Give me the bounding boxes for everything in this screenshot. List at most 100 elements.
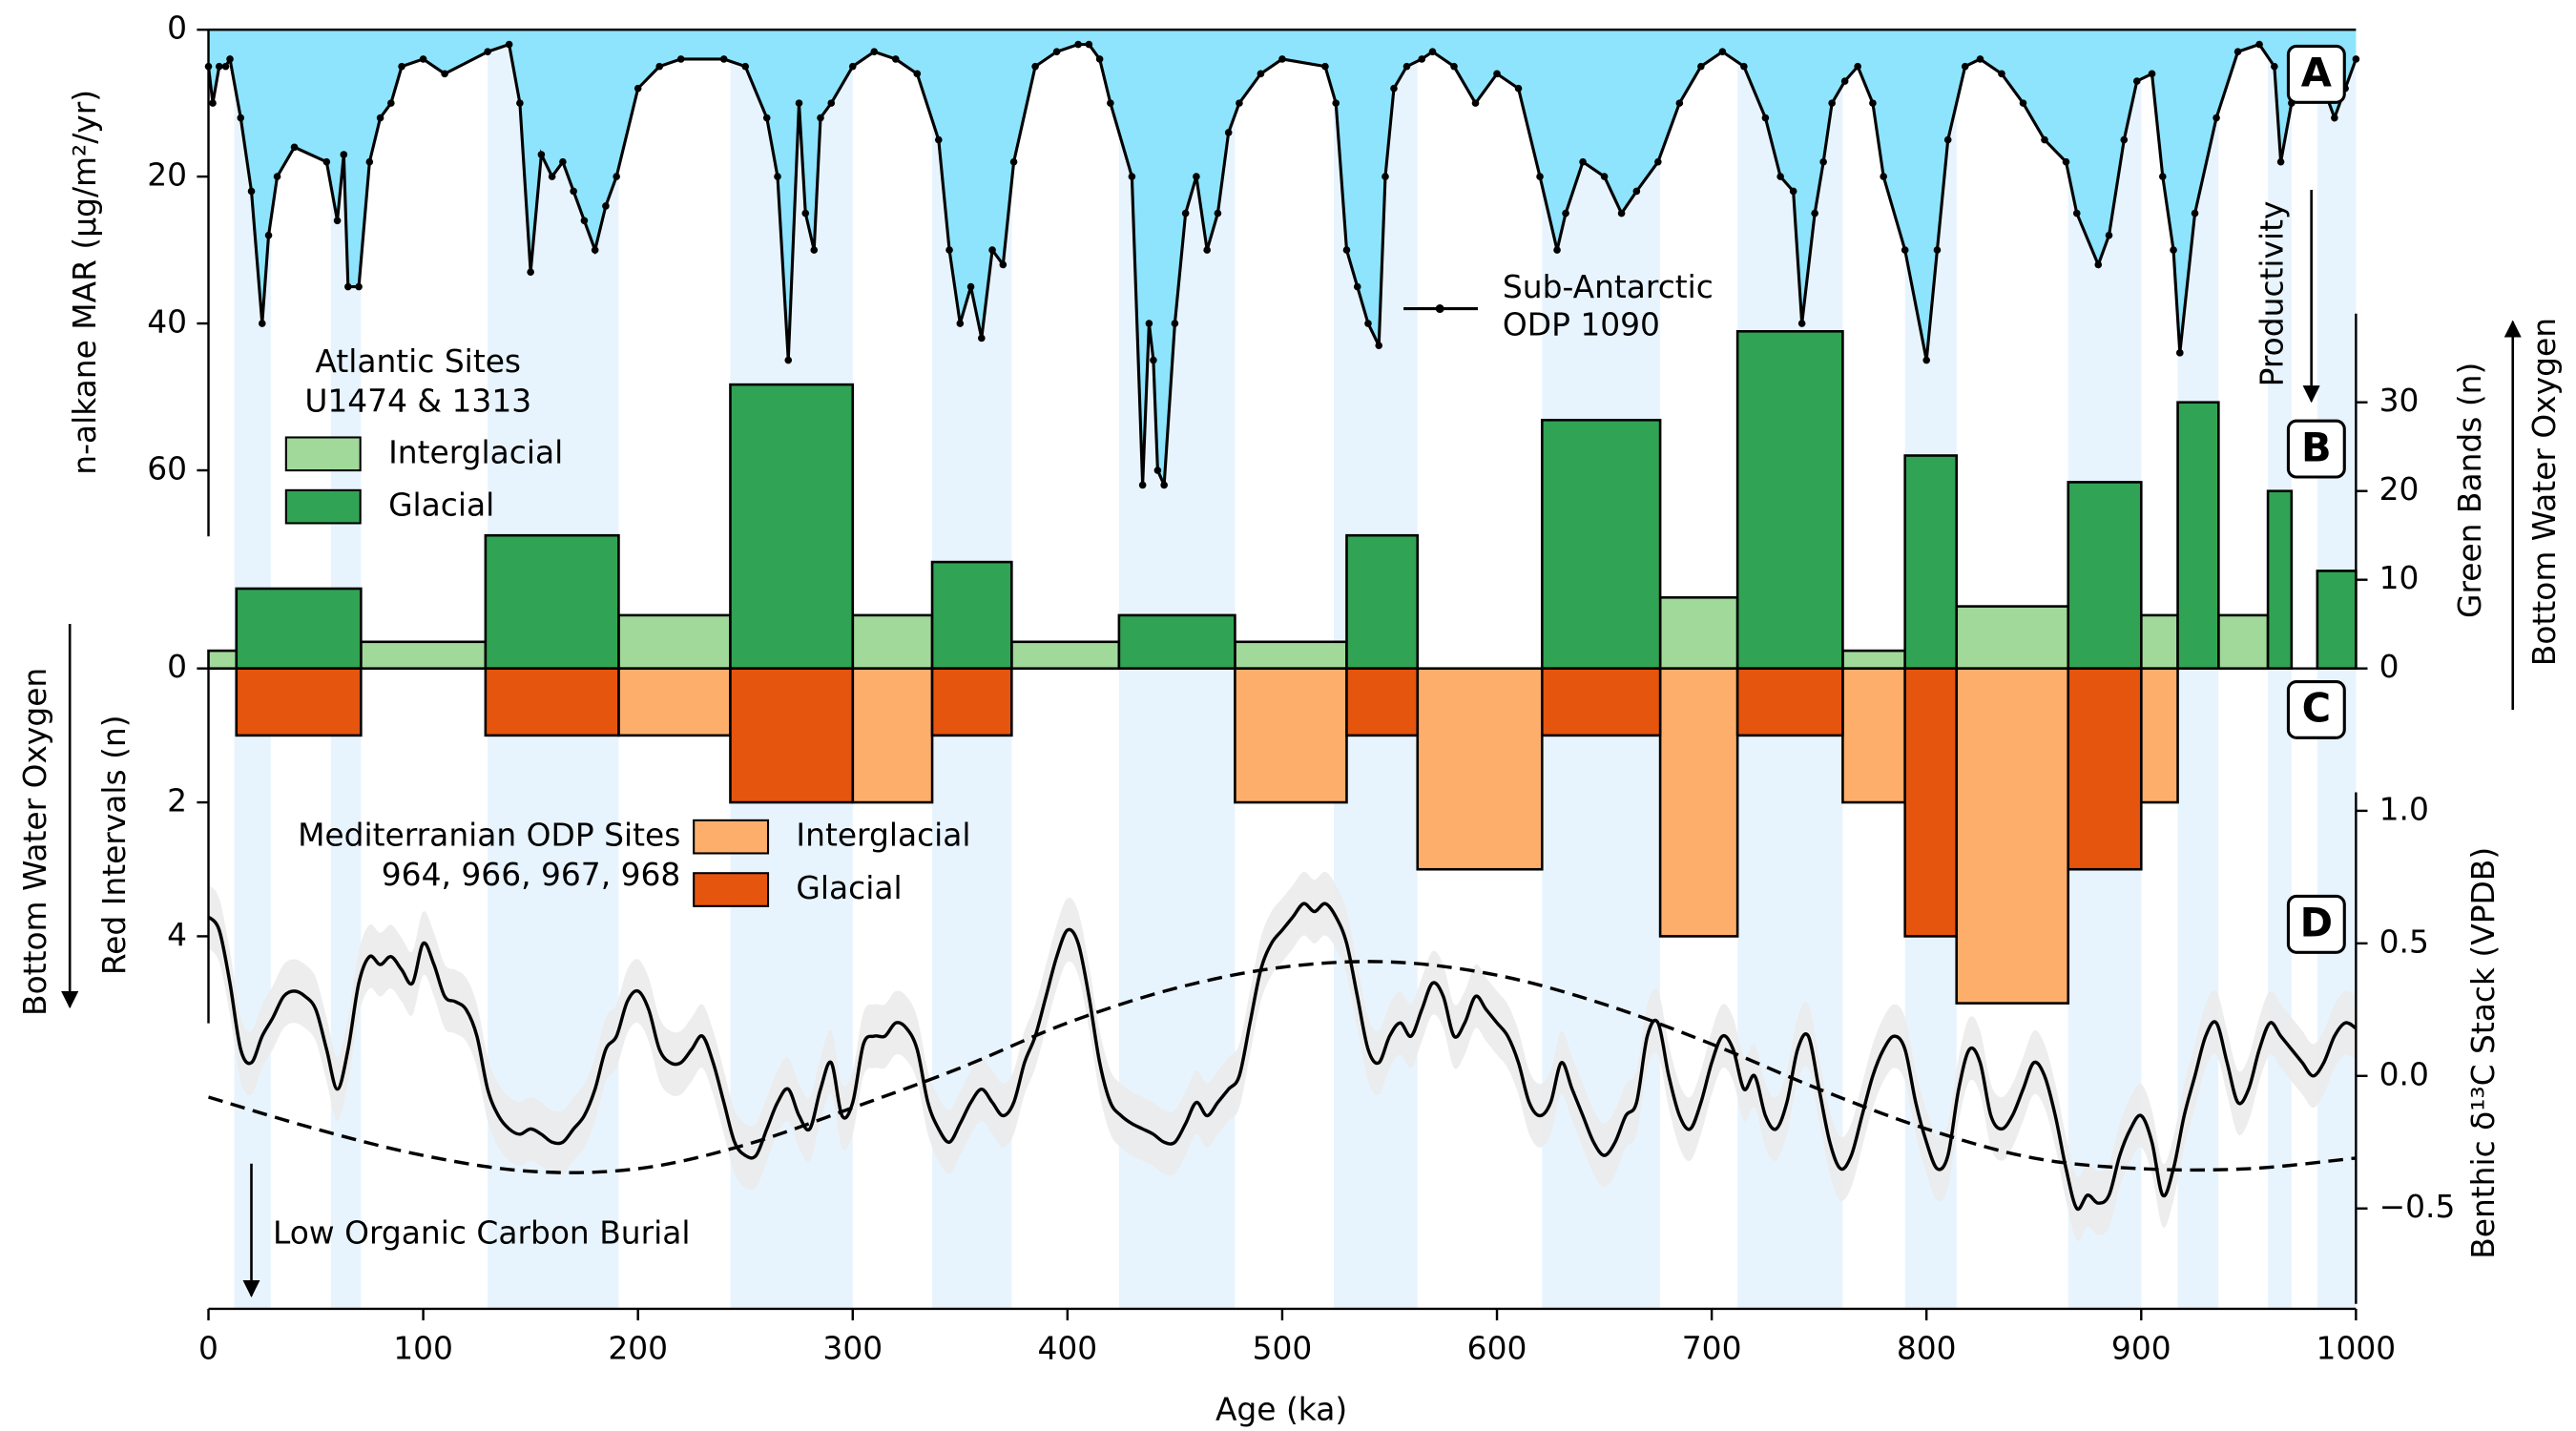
y-tick-label: 10 — [2379, 559, 2420, 596]
point — [580, 217, 589, 225]
point — [376, 114, 384, 122]
point — [258, 320, 266, 327]
point — [1224, 129, 1233, 136]
point — [398, 62, 405, 71]
bar — [2266, 489, 2294, 670]
x-tick-label: 400 — [1037, 1330, 1097, 1367]
point — [613, 173, 620, 180]
point — [978, 334, 986, 342]
point — [2271, 62, 2278, 71]
bar — [1234, 640, 1348, 670]
point — [1579, 157, 1587, 166]
x-tick-label: 700 — [1682, 1330, 1742, 1367]
bar — [1416, 667, 1544, 871]
annotation: Low Organic Carbon Burial — [273, 1214, 691, 1252]
bar — [1234, 667, 1348, 804]
x-tick-label: 600 — [1467, 1330, 1527, 1367]
bar — [617, 667, 732, 737]
point — [1342, 246, 1351, 254]
bar — [1658, 667, 1739, 938]
x-tick-label: 1000 — [2316, 1330, 2397, 1367]
y-tick-label: 0.5 — [2379, 923, 2429, 960]
y-axis-label: n-alkane MAR (μg/m²/yr) — [66, 90, 103, 475]
point — [1654, 157, 1662, 166]
point — [264, 231, 273, 239]
x-tick-label: 200 — [608, 1330, 668, 1367]
y-tick-label: −0.5 — [2379, 1188, 2456, 1225]
point — [2276, 157, 2285, 166]
bar — [729, 667, 855, 804]
panel-label-box — [2286, 419, 2346, 479]
point — [340, 151, 348, 158]
point — [1052, 48, 1061, 56]
point — [2062, 157, 2070, 166]
bar — [851, 613, 934, 670]
point — [817, 114, 824, 122]
point — [1933, 246, 1942, 254]
x-axis-label: Age (ka) — [1215, 1391, 1347, 1428]
point — [548, 173, 556, 180]
point — [1145, 320, 1153, 327]
point — [1789, 187, 1797, 196]
panel-label-box — [2286, 679, 2346, 739]
point — [1074, 40, 1082, 49]
point — [1718, 48, 1727, 56]
point — [1107, 99, 1114, 107]
point — [1031, 62, 1039, 71]
point — [810, 246, 819, 254]
y-tick-label: 0 — [167, 10, 187, 47]
bar — [207, 649, 239, 670]
legend-marker — [1435, 304, 1444, 314]
point — [1332, 99, 1340, 107]
point — [221, 62, 230, 71]
point — [1236, 99, 1243, 107]
point — [913, 70, 922, 78]
point — [591, 246, 599, 254]
point — [209, 99, 217, 107]
point — [1153, 467, 1162, 474]
point — [1828, 99, 1836, 107]
legend-label: Glacial — [796, 869, 902, 906]
legend-swatch — [284, 436, 362, 472]
bar — [2217, 613, 2270, 670]
bar — [1345, 667, 1420, 737]
point — [2352, 55, 2360, 63]
bar — [930, 560, 1013, 670]
point — [945, 246, 953, 254]
point — [2072, 209, 2081, 218]
bar — [484, 667, 620, 737]
point — [322, 157, 331, 166]
point — [1128, 173, 1136, 180]
point — [1943, 135, 1952, 144]
point — [2170, 246, 2177, 254]
point — [1150, 356, 1157, 364]
area-fill — [208, 30, 2357, 486]
point — [1203, 246, 1211, 254]
point — [999, 260, 1008, 269]
bar — [1345, 533, 1420, 670]
point — [441, 70, 448, 78]
legend-swatch — [693, 872, 770, 907]
point — [2255, 40, 2263, 49]
point — [784, 356, 793, 364]
bar — [930, 667, 1013, 737]
point — [237, 114, 245, 122]
point — [2019, 99, 2027, 107]
point — [333, 217, 342, 225]
point — [1600, 173, 1609, 180]
point — [570, 187, 577, 196]
point — [956, 320, 965, 327]
point — [1402, 62, 1411, 71]
bar — [2316, 570, 2358, 670]
point — [2148, 70, 2156, 78]
point — [1138, 481, 1147, 489]
y-tick-label: 20 — [2379, 470, 2420, 508]
point — [1160, 481, 1168, 489]
line — [207, 902, 2358, 1212]
point — [2120, 135, 2129, 144]
point — [676, 55, 685, 63]
y-tick-label: 0 — [2379, 648, 2399, 685]
legend-label: Sub-Antarctic ODP 1090 — [1503, 268, 1714, 342]
y-tick-label: 20 — [147, 156, 187, 194]
point — [215, 62, 223, 71]
